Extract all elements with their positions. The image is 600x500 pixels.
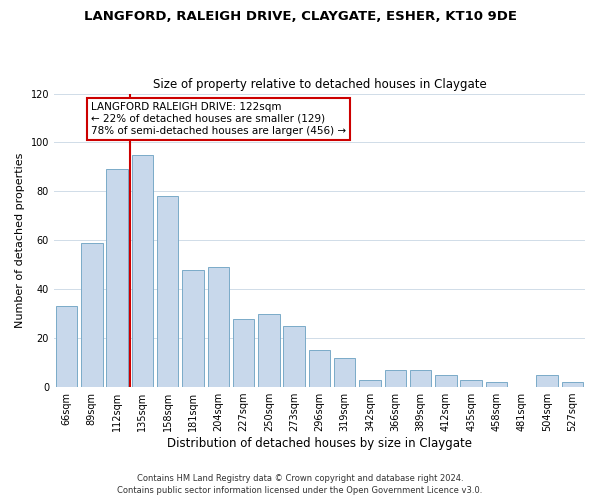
Bar — [283, 326, 305, 387]
Bar — [258, 314, 280, 387]
Bar — [131, 154, 153, 387]
Bar — [334, 358, 355, 387]
Bar — [106, 170, 128, 387]
Title: Size of property relative to detached houses in Claygate: Size of property relative to detached ho… — [152, 78, 487, 91]
X-axis label: Distribution of detached houses by size in Claygate: Distribution of detached houses by size … — [167, 437, 472, 450]
Bar — [385, 370, 406, 387]
Text: LANGFORD, RALEIGH DRIVE, CLAYGATE, ESHER, KT10 9DE: LANGFORD, RALEIGH DRIVE, CLAYGATE, ESHER… — [83, 10, 517, 23]
Bar — [157, 196, 178, 387]
Bar — [208, 267, 229, 387]
Bar — [81, 243, 103, 387]
Bar — [536, 375, 558, 387]
Bar — [182, 270, 204, 387]
Bar — [486, 382, 507, 387]
Text: Contains HM Land Registry data © Crown copyright and database right 2024.
Contai: Contains HM Land Registry data © Crown c… — [118, 474, 482, 495]
Bar — [460, 380, 482, 387]
Text: LANGFORD RALEIGH DRIVE: 122sqm
← 22% of detached houses are smaller (129)
78% of: LANGFORD RALEIGH DRIVE: 122sqm ← 22% of … — [91, 102, 346, 136]
Y-axis label: Number of detached properties: Number of detached properties — [15, 152, 25, 328]
Bar — [435, 375, 457, 387]
Bar — [359, 380, 381, 387]
Bar — [233, 318, 254, 387]
Bar — [410, 370, 431, 387]
Bar — [562, 382, 583, 387]
Bar — [309, 350, 330, 387]
Bar — [56, 306, 77, 387]
